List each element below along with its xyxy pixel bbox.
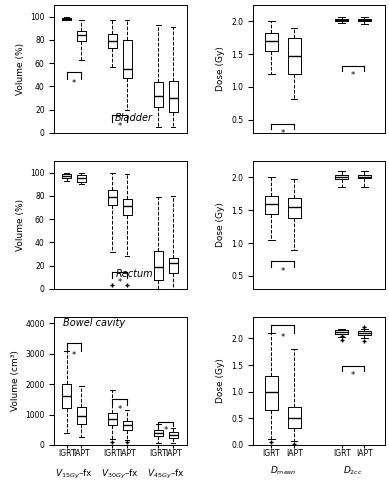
- Text: $V_{30Gy}$–fx: $V_{30Gy}$–fx: [101, 468, 139, 481]
- Text: $V_{15Gy}$–fx: $V_{15Gy}$–fx: [55, 468, 93, 481]
- Text: *: *: [118, 278, 122, 287]
- Text: Bladder: Bladder: [115, 114, 153, 124]
- Text: *: *: [281, 129, 285, 138]
- Y-axis label: Dose (Gy): Dose (Gy): [216, 358, 226, 404]
- Text: *: *: [164, 426, 168, 435]
- Text: *: *: [351, 372, 355, 380]
- Text: $D_{2cc}$: $D_{2cc}$: [343, 464, 363, 476]
- Text: Rectum: Rectum: [115, 270, 153, 280]
- Y-axis label: Volume (%): Volume (%): [16, 43, 25, 95]
- Text: *: *: [72, 350, 76, 360]
- Y-axis label: Volume (%): Volume (%): [16, 199, 25, 251]
- Text: $D_{mean}$: $D_{mean}$: [270, 464, 296, 476]
- Y-axis label: Volume (cm³): Volume (cm³): [11, 350, 20, 412]
- Text: *: *: [281, 333, 285, 342]
- Y-axis label: Dose (Gy): Dose (Gy): [216, 46, 226, 92]
- Text: *: *: [72, 80, 76, 88]
- Text: *: *: [118, 122, 122, 132]
- Text: *: *: [351, 71, 355, 80]
- Text: Bowel cavity: Bowel cavity: [63, 318, 124, 328]
- Text: *: *: [118, 406, 122, 414]
- Text: $V_{45Gy}$–fx: $V_{45Gy}$–fx: [147, 468, 185, 481]
- Y-axis label: Dose (Gy): Dose (Gy): [216, 202, 226, 248]
- Text: *: *: [281, 266, 285, 276]
